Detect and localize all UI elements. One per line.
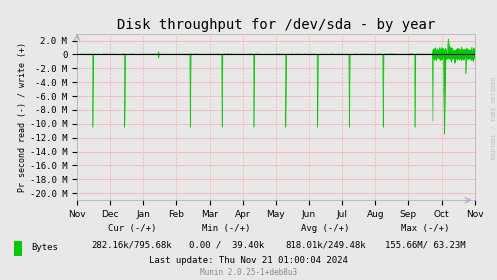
Text: 282.16k/795.68k: 282.16k/795.68k bbox=[91, 241, 172, 250]
Text: 155.66M/ 63.23M: 155.66M/ 63.23M bbox=[385, 241, 465, 250]
Text: Last update: Thu Nov 21 01:00:04 2024: Last update: Thu Nov 21 01:00:04 2024 bbox=[149, 256, 348, 265]
Text: Min (-/+): Min (-/+) bbox=[202, 224, 250, 233]
Text: Munin 2.0.25-1+deb8u3: Munin 2.0.25-1+deb8u3 bbox=[200, 268, 297, 277]
Text: RRDTOOL / TOBI OETIKER: RRDTOOL / TOBI OETIKER bbox=[491, 76, 496, 159]
Text: 818.01k/249.48k: 818.01k/249.48k bbox=[285, 241, 366, 250]
Text: Avg (-/+): Avg (-/+) bbox=[301, 224, 350, 233]
Text: 0.00 /  39.40k: 0.00 / 39.40k bbox=[188, 241, 264, 250]
Text: Bytes: Bytes bbox=[31, 243, 58, 252]
Y-axis label: Pr second read (-) / write (+): Pr second read (-) / write (+) bbox=[18, 42, 27, 192]
Text: Max (-/+): Max (-/+) bbox=[401, 224, 449, 233]
Text: Cur (-/+): Cur (-/+) bbox=[107, 224, 156, 233]
Title: Disk throughput for /dev/sda - by year: Disk throughput for /dev/sda - by year bbox=[117, 18, 435, 32]
